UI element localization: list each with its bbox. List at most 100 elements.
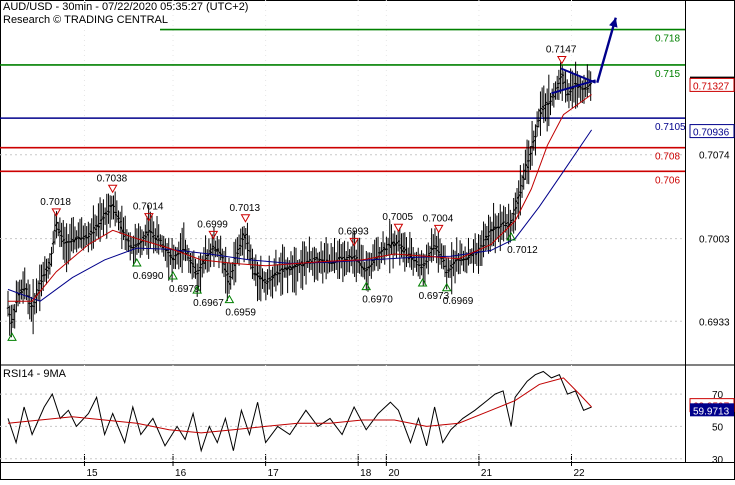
rsi-header: RSI14 - 9MA	[3, 368, 66, 381]
level-label: 0.706	[655, 175, 680, 186]
level-label: 0.7105	[655, 122, 686, 133]
candle-tick	[511, 220, 513, 221]
candle-tick	[193, 266, 195, 268]
swing-low-label: 0.6959	[225, 308, 256, 319]
candle-tick	[541, 108, 543, 110]
candle-tick	[122, 232, 124, 233]
candle-tick	[107, 211, 109, 212]
candle-tick	[236, 253, 238, 254]
chart-header-line2: Research © TRADING CENTRAL	[3, 14, 168, 27]
candle-tick	[82, 238, 84, 239]
candle-tick	[15, 302, 17, 303]
candle-tick	[502, 222, 504, 224]
x-tick-label: 20	[388, 468, 400, 479]
candle-tick	[538, 120, 540, 121]
candle-tick	[295, 264, 297, 266]
candle-tick	[487, 236, 489, 237]
candle-tick	[50, 253, 52, 254]
x-tick-label: 21	[481, 468, 493, 479]
candle-tick	[353, 256, 355, 257]
swing-low-label: 0.6990	[133, 271, 164, 282]
main-y-tick-label: 0.6933	[699, 317, 730, 328]
x-tick-label: 16	[175, 468, 187, 479]
candle-tick	[240, 245, 242, 246]
candle-tick	[317, 259, 319, 260]
candle-tick	[561, 74, 563, 76]
candle-tick	[265, 282, 267, 284]
swing-low-label: 0.6969	[443, 296, 474, 307]
candle-tick	[549, 101, 551, 102]
candle-tick	[296, 265, 298, 267]
candle-tick	[425, 261, 427, 262]
candle-tick	[112, 205, 114, 206]
candle-tick	[579, 86, 581, 87]
swing-high-label: 0.7018	[40, 197, 71, 208]
candle-tick	[70, 241, 72, 242]
candle-tick	[7, 307, 9, 308]
rsi-line	[8, 372, 592, 451]
candle-tick	[161, 245, 163, 246]
rsi-ma-line	[8, 378, 592, 433]
candle-tick	[512, 214, 514, 215]
candle-tick	[57, 229, 59, 230]
candle-tick	[506, 223, 508, 224]
candle-tick	[169, 255, 171, 256]
candle-tick	[563, 82, 565, 84]
candle-tick	[186, 253, 188, 254]
candle-tick	[440, 258, 442, 259]
x-tick-label: 18	[360, 468, 372, 479]
candle-tick	[102, 217, 104, 218]
candle-tick	[8, 314, 10, 315]
swing-high-marker	[209, 231, 217, 238]
candle-tick	[189, 260, 191, 261]
swing-high-label: 0.7013	[229, 203, 260, 214]
candle-tick	[10, 322, 12, 324]
candle-tick	[142, 237, 144, 239]
level-label: 0.708	[655, 152, 680, 163]
candle-tick	[126, 239, 128, 240]
candle-tick	[152, 235, 154, 237]
candle-tick	[37, 290, 39, 291]
candle-tick	[461, 259, 463, 260]
x-tick-label: 15	[86, 468, 98, 479]
candle-tick	[92, 233, 94, 234]
candle-tick	[196, 273, 198, 274]
candle-tick	[350, 257, 352, 258]
forecast-arrow	[597, 18, 616, 83]
candle-tick	[442, 260, 444, 261]
candle-tick	[499, 226, 501, 228]
rsi-y-tick-label: 50	[712, 422, 724, 433]
swing-low-label: 0.7012	[507, 245, 538, 256]
candle-tick	[586, 89, 588, 90]
swing-low-label: 0.6967	[193, 298, 224, 309]
chart-header-line1: AUD/USD - 30min - 07/22/2020 05:35:27 (U…	[3, 1, 248, 14]
candle-tick	[536, 126, 538, 127]
candle-tick	[248, 250, 250, 251]
candle-tick	[546, 102, 548, 104]
candle-tick	[221, 257, 223, 258]
candle-tick	[447, 270, 449, 271]
candle-tick	[482, 245, 484, 246]
candle-tick	[226, 274, 228, 276]
swing-high-label: 0.7004	[423, 213, 454, 224]
candle-tick	[519, 192, 521, 193]
swing-low-marker	[225, 296, 233, 303]
candle-tick	[268, 278, 270, 279]
candle-tick	[250, 258, 252, 259]
swing-high-label: 0.6993	[338, 226, 369, 237]
candle-tick	[245, 234, 247, 236]
candle-tick	[270, 280, 272, 281]
swing-low-label: 0.6970	[362, 295, 393, 306]
swing-high-marker	[241, 215, 249, 222]
candle-tick	[432, 248, 434, 249]
candle-tick	[34, 302, 36, 303]
candle-tick	[469, 255, 471, 256]
candle-tick	[429, 252, 431, 254]
candle-tick	[223, 264, 225, 265]
candle-tick	[253, 273, 255, 274]
swing-high-label: 0.6999	[197, 219, 228, 230]
swing-high-label: 0.7014	[133, 202, 164, 213]
candle-tick	[229, 276, 231, 277]
